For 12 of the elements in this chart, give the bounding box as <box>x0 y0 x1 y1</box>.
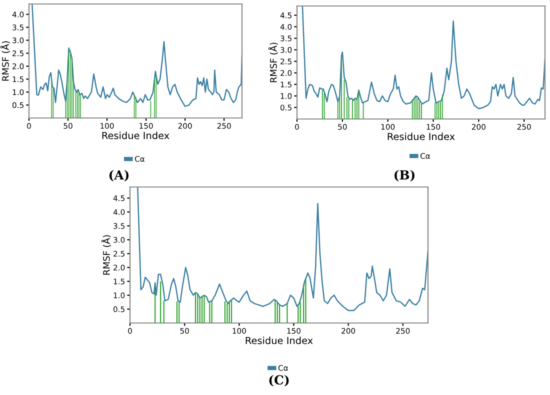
line-series <box>137 187 428 312</box>
x-axis-title: Residue Index <box>246 336 313 344</box>
line-series <box>31 4 242 107</box>
text: (C) <box>269 374 289 386</box>
text: (A) <box>109 170 129 182</box>
x-axis-title: Residue Index <box>102 132 170 140</box>
y-axis-title: RMSF (Å) <box>268 42 278 82</box>
line-series <box>302 6 545 110</box>
y-axis-title: RMSF (Å) <box>0 41 10 81</box>
y-axis-title: RMSF (Å) <box>101 235 111 275</box>
text: (B) <box>394 170 415 182</box>
x-axis-title: Residue Index <box>388 132 455 140</box>
